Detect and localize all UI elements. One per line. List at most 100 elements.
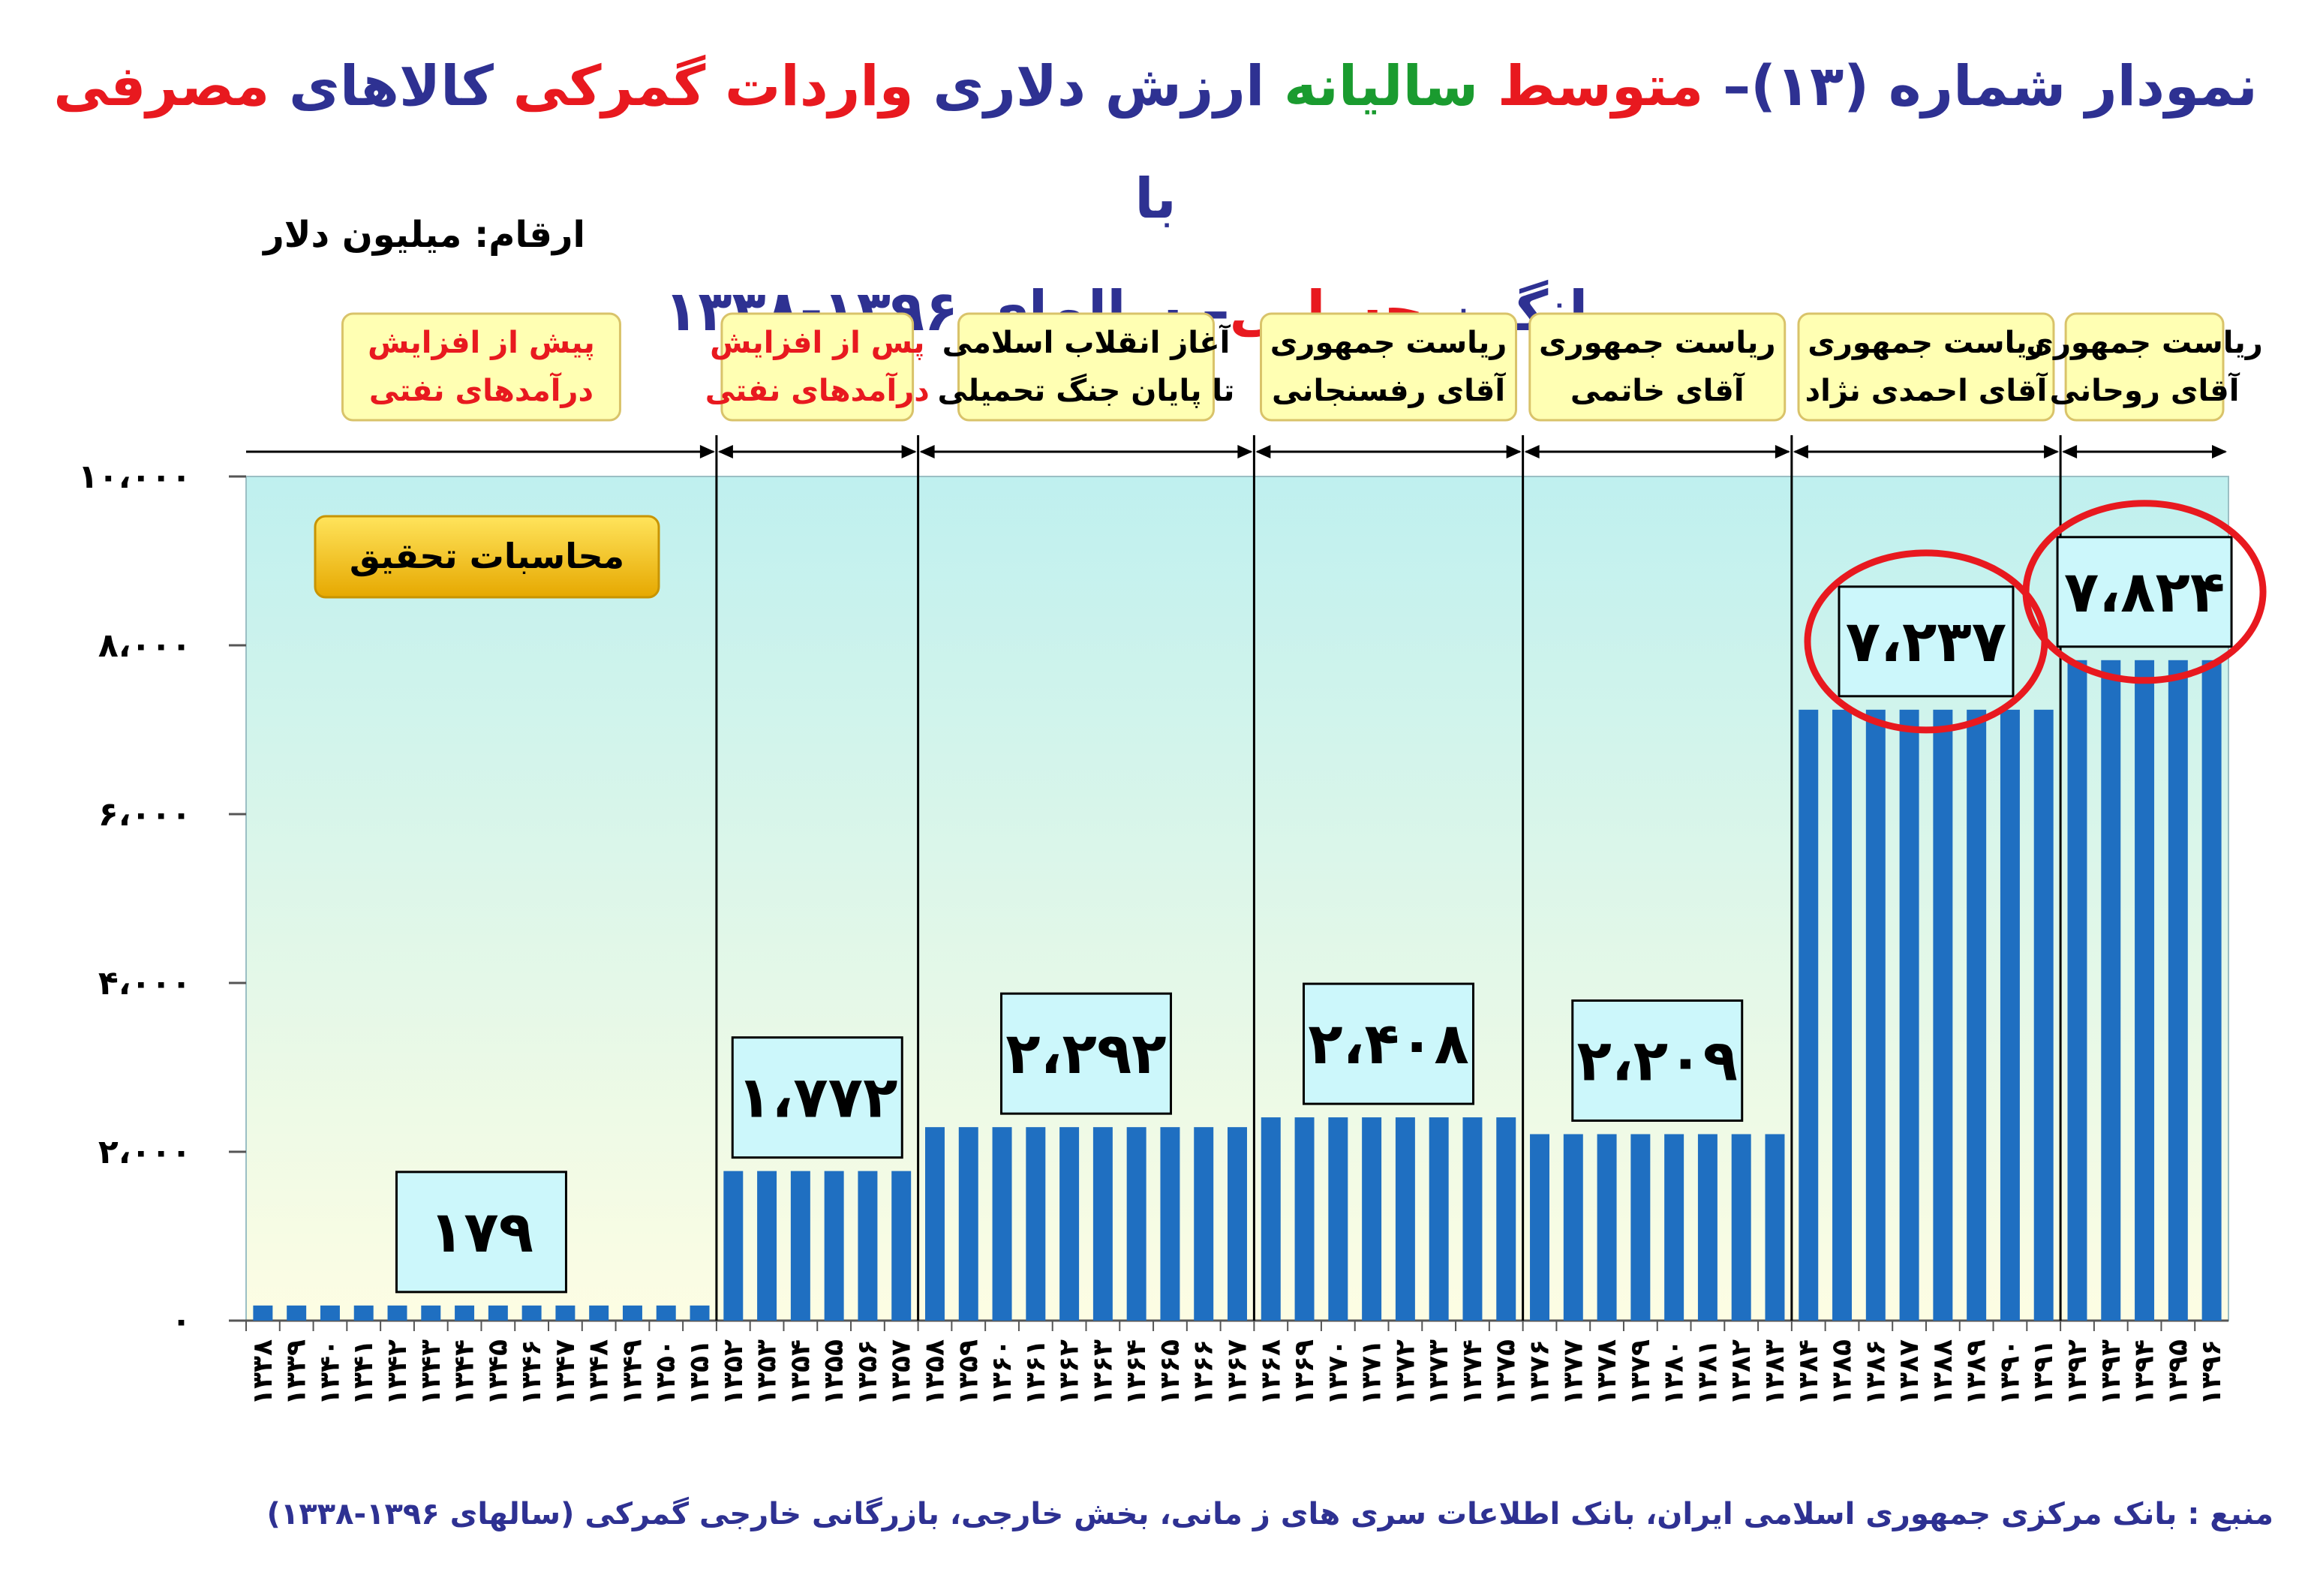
x-tick-label: ۱۳۵۱ — [684, 1339, 715, 1405]
x-tick-label: ۱۳۵۹ — [953, 1339, 984, 1405]
period-label-line: تا پایان جنگ تحمیلی — [938, 373, 1235, 408]
period-arrow-right — [1775, 445, 1790, 458]
x-tick-label: ۱۳۴۸ — [584, 1339, 615, 1405]
x-tick-label: ۱۳۶۶ — [1189, 1339, 1219, 1405]
bar — [1765, 1134, 1785, 1321]
x-tick-label: ۱۳۸۲ — [1726, 1339, 1757, 1405]
period-arrow-left — [1255, 445, 1271, 458]
x-tick-label: ۱۳۴۴ — [449, 1339, 480, 1405]
bar — [1261, 1117, 1281, 1321]
x-tick-label: ۱۳۹۶ — [2196, 1339, 2227, 1405]
x-tick-label: ۱۳۹۲ — [2062, 1339, 2093, 1405]
bar — [1630, 1134, 1651, 1321]
bar — [891, 1171, 912, 1321]
x-tick-label: ۱۳۵۰ — [651, 1339, 681, 1405]
bar — [790, 1171, 810, 1321]
x-tick-label: ۱۳۹۴ — [2129, 1339, 2160, 1405]
bar — [1328, 1117, 1348, 1321]
bar — [1294, 1117, 1315, 1321]
bar — [353, 1305, 374, 1321]
x-tick-label: ۱۳۶۳ — [1087, 1339, 1118, 1405]
period-arrow-left — [1524, 445, 1540, 458]
bar — [1026, 1127, 1046, 1321]
x-tick-label: ۱۳۷۲ — [1390, 1339, 1420, 1405]
bar — [1865, 709, 1886, 1321]
x-tick-label: ۱۳۷۵ — [1491, 1339, 1522, 1405]
bar — [690, 1305, 710, 1321]
y-tick-label: ۶،۰۰۰ — [98, 795, 191, 834]
bar — [2000, 709, 2020, 1321]
x-tick-label: ۱۳۸۵ — [1827, 1339, 1858, 1405]
bar — [1126, 1127, 1146, 1321]
bar — [1832, 709, 1853, 1321]
value-label: ۲،۴۰۸ — [1308, 1010, 1468, 1077]
bar — [1563, 1134, 1583, 1321]
bar — [455, 1305, 475, 1321]
bar — [1731, 1134, 1751, 1321]
x-tick-label: ۱۳۹۱ — [2028, 1339, 2059, 1405]
bar — [1799, 709, 1819, 1321]
value-label: ۲،۲۰۹ — [1577, 1026, 1738, 1093]
bar — [757, 1171, 777, 1321]
title-segment: واردات گمرکی — [493, 54, 914, 119]
title-segment: متوسط — [1478, 54, 1704, 119]
x-tick-label: ۱۳۴۷ — [550, 1339, 581, 1405]
x-tick-label: ۱۳۷۷ — [1558, 1339, 1588, 1405]
highlight-circle — [2022, 500, 2267, 684]
x-tick-label: ۱۳۶۲ — [1054, 1339, 1085, 1405]
bar — [488, 1305, 508, 1321]
bar — [253, 1305, 273, 1321]
x-tick-label: ۱۳۶۷ — [1222, 1339, 1253, 1405]
bar — [1933, 709, 1953, 1321]
value-label-box — [999, 992, 1172, 1115]
x-tick-label: ۱۳۸۸ — [1928, 1339, 1958, 1405]
period-arrow-left — [919, 445, 935, 458]
x-tick-label: ۱۳۷۱ — [1357, 1339, 1387, 1405]
value-label: ۱،۷۷۲ — [737, 1064, 897, 1131]
x-tick-label: ۱۳۴۹ — [617, 1339, 648, 1405]
y-tick-label: ۱۰،۰۰۰ — [78, 458, 191, 496]
period-arrow-left — [2062, 445, 2078, 458]
y-tick-label: ۲،۰۰۰ — [98, 1133, 191, 1171]
bar — [1160, 1127, 1180, 1321]
x-tick-label: ۱۳۴۲ — [382, 1339, 413, 1405]
value-label: ۷،۲۳۷ — [1846, 608, 2006, 675]
bar — [1899, 709, 1919, 1321]
x-tick-label: ۱۳۶۴ — [1121, 1339, 1152, 1405]
value-label-box — [1838, 585, 2015, 698]
x-tick-label: ۱۳۹۰ — [1994, 1339, 2025, 1405]
bar — [287, 1305, 307, 1321]
x-tick-label: ۱۳۵۷ — [886, 1339, 917, 1405]
bar — [1194, 1127, 1214, 1321]
bar — [824, 1171, 844, 1321]
x-tick-label: ۱۳۴۰ — [314, 1339, 345, 1405]
bar — [656, 1305, 676, 1321]
x-tick-label: ۱۳۶۸ — [1255, 1339, 1286, 1405]
title-segment: نمودار شماره (۱۳)– — [1703, 54, 2258, 119]
bar — [1395, 1117, 1415, 1321]
period-arrow-right — [2044, 445, 2060, 458]
bar — [1597, 1134, 1617, 1321]
x-tick-label: ۱۳۷۸ — [1591, 1339, 1622, 1405]
y-tick-label: ۴،۰۰۰ — [98, 964, 191, 1002]
x-tick-label: ۱۳۸۷ — [1894, 1339, 1925, 1405]
period-arrow-right — [2212, 445, 2227, 458]
x-tick-label: ۱۳۴۳ — [416, 1339, 446, 1405]
period-label-box — [2064, 312, 2225, 422]
x-tick-label: ۱۳۸۴ — [1793, 1339, 1824, 1405]
research-badge — [314, 515, 660, 599]
bar — [622, 1305, 642, 1321]
x-tick-label: ۱۳۶۹ — [1289, 1339, 1320, 1405]
period-arrow-left — [717, 445, 733, 458]
bar — [589, 1305, 609, 1321]
x-tick-label: ۱۳۷۰ — [1323, 1339, 1354, 1405]
bar — [421, 1305, 441, 1321]
source-note: منبع : بانک مرکزی جمهوری اسلامی ایران، ب… — [266, 1497, 2273, 1531]
x-tick-label: ۱۳۵۵ — [819, 1339, 849, 1405]
period-label-line: آقای رفسنجانی — [1272, 371, 1506, 408]
period-label-box — [341, 312, 621, 422]
x-tick-label: ۱۳۷۳ — [1423, 1339, 1454, 1405]
bar — [1429, 1117, 1449, 1321]
period-label-box — [1260, 312, 1518, 422]
